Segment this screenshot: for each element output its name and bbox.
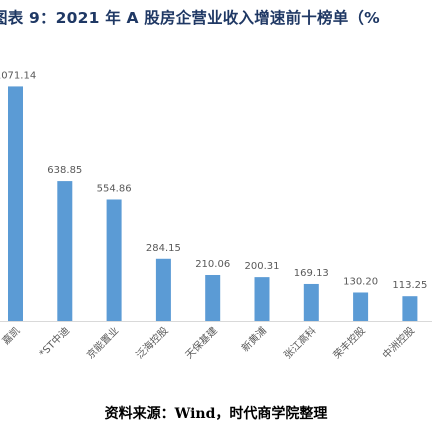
value-label-4: 284.15 bbox=[146, 243, 181, 254]
category-label-2: *ST中迪 bbox=[36, 324, 72, 360]
category-labels: 嘉凯*ST中迪京能置业泛海控股天保基建新黄浦张江高科荣丰控股中洲控股津 bbox=[0, 324, 417, 361]
bar-6 bbox=[254, 277, 270, 321]
category-label-5: 天保基建 bbox=[182, 324, 219, 361]
bar-5 bbox=[205, 274, 221, 321]
bar-8 bbox=[353, 292, 369, 321]
value-label-3: 554.86 bbox=[97, 183, 132, 194]
value-label-7: 169.13 bbox=[294, 268, 329, 279]
category-label-1: 嘉凯 bbox=[0, 324, 23, 347]
category-label-7: 张江高科 bbox=[281, 324, 318, 361]
bar-1 bbox=[8, 86, 23, 321]
bar-3 bbox=[106, 199, 122, 321]
source-note: 资料来源：Wind，时代商学院整理 bbox=[104, 406, 328, 422]
bar-7 bbox=[303, 283, 319, 321]
bar-2 bbox=[57, 181, 73, 321]
category-label-6: 新黄浦 bbox=[239, 324, 269, 354]
category-label-3: 京能置业 bbox=[84, 324, 121, 361]
value-label-2: 638.85 bbox=[47, 165, 82, 176]
value-label-9: 113.25 bbox=[392, 280, 427, 291]
chart-title: 图表 9：2021 年 A 股房企营业收入增速前十榜单（% bbox=[0, 9, 380, 27]
bar-series bbox=[8, 86, 418, 321]
bar-9 bbox=[402, 296, 418, 321]
bar-4 bbox=[155, 258, 171, 321]
value-label-8: 130.20 bbox=[343, 276, 378, 287]
category-label-8: 荣丰控股 bbox=[330, 324, 367, 361]
value-labels: 1071.14 638.85 554.86 284.15 210.06 200.31 169… bbox=[0, 70, 427, 291]
value-label-1: 1071.14 bbox=[0, 70, 36, 81]
category-label-4: 泛海控股 bbox=[133, 324, 170, 361]
value-label-6: 200.31 bbox=[245, 261, 280, 272]
category-label-9: 中洲控股 bbox=[380, 324, 417, 361]
value-label-5: 210.06 bbox=[195, 259, 230, 270]
